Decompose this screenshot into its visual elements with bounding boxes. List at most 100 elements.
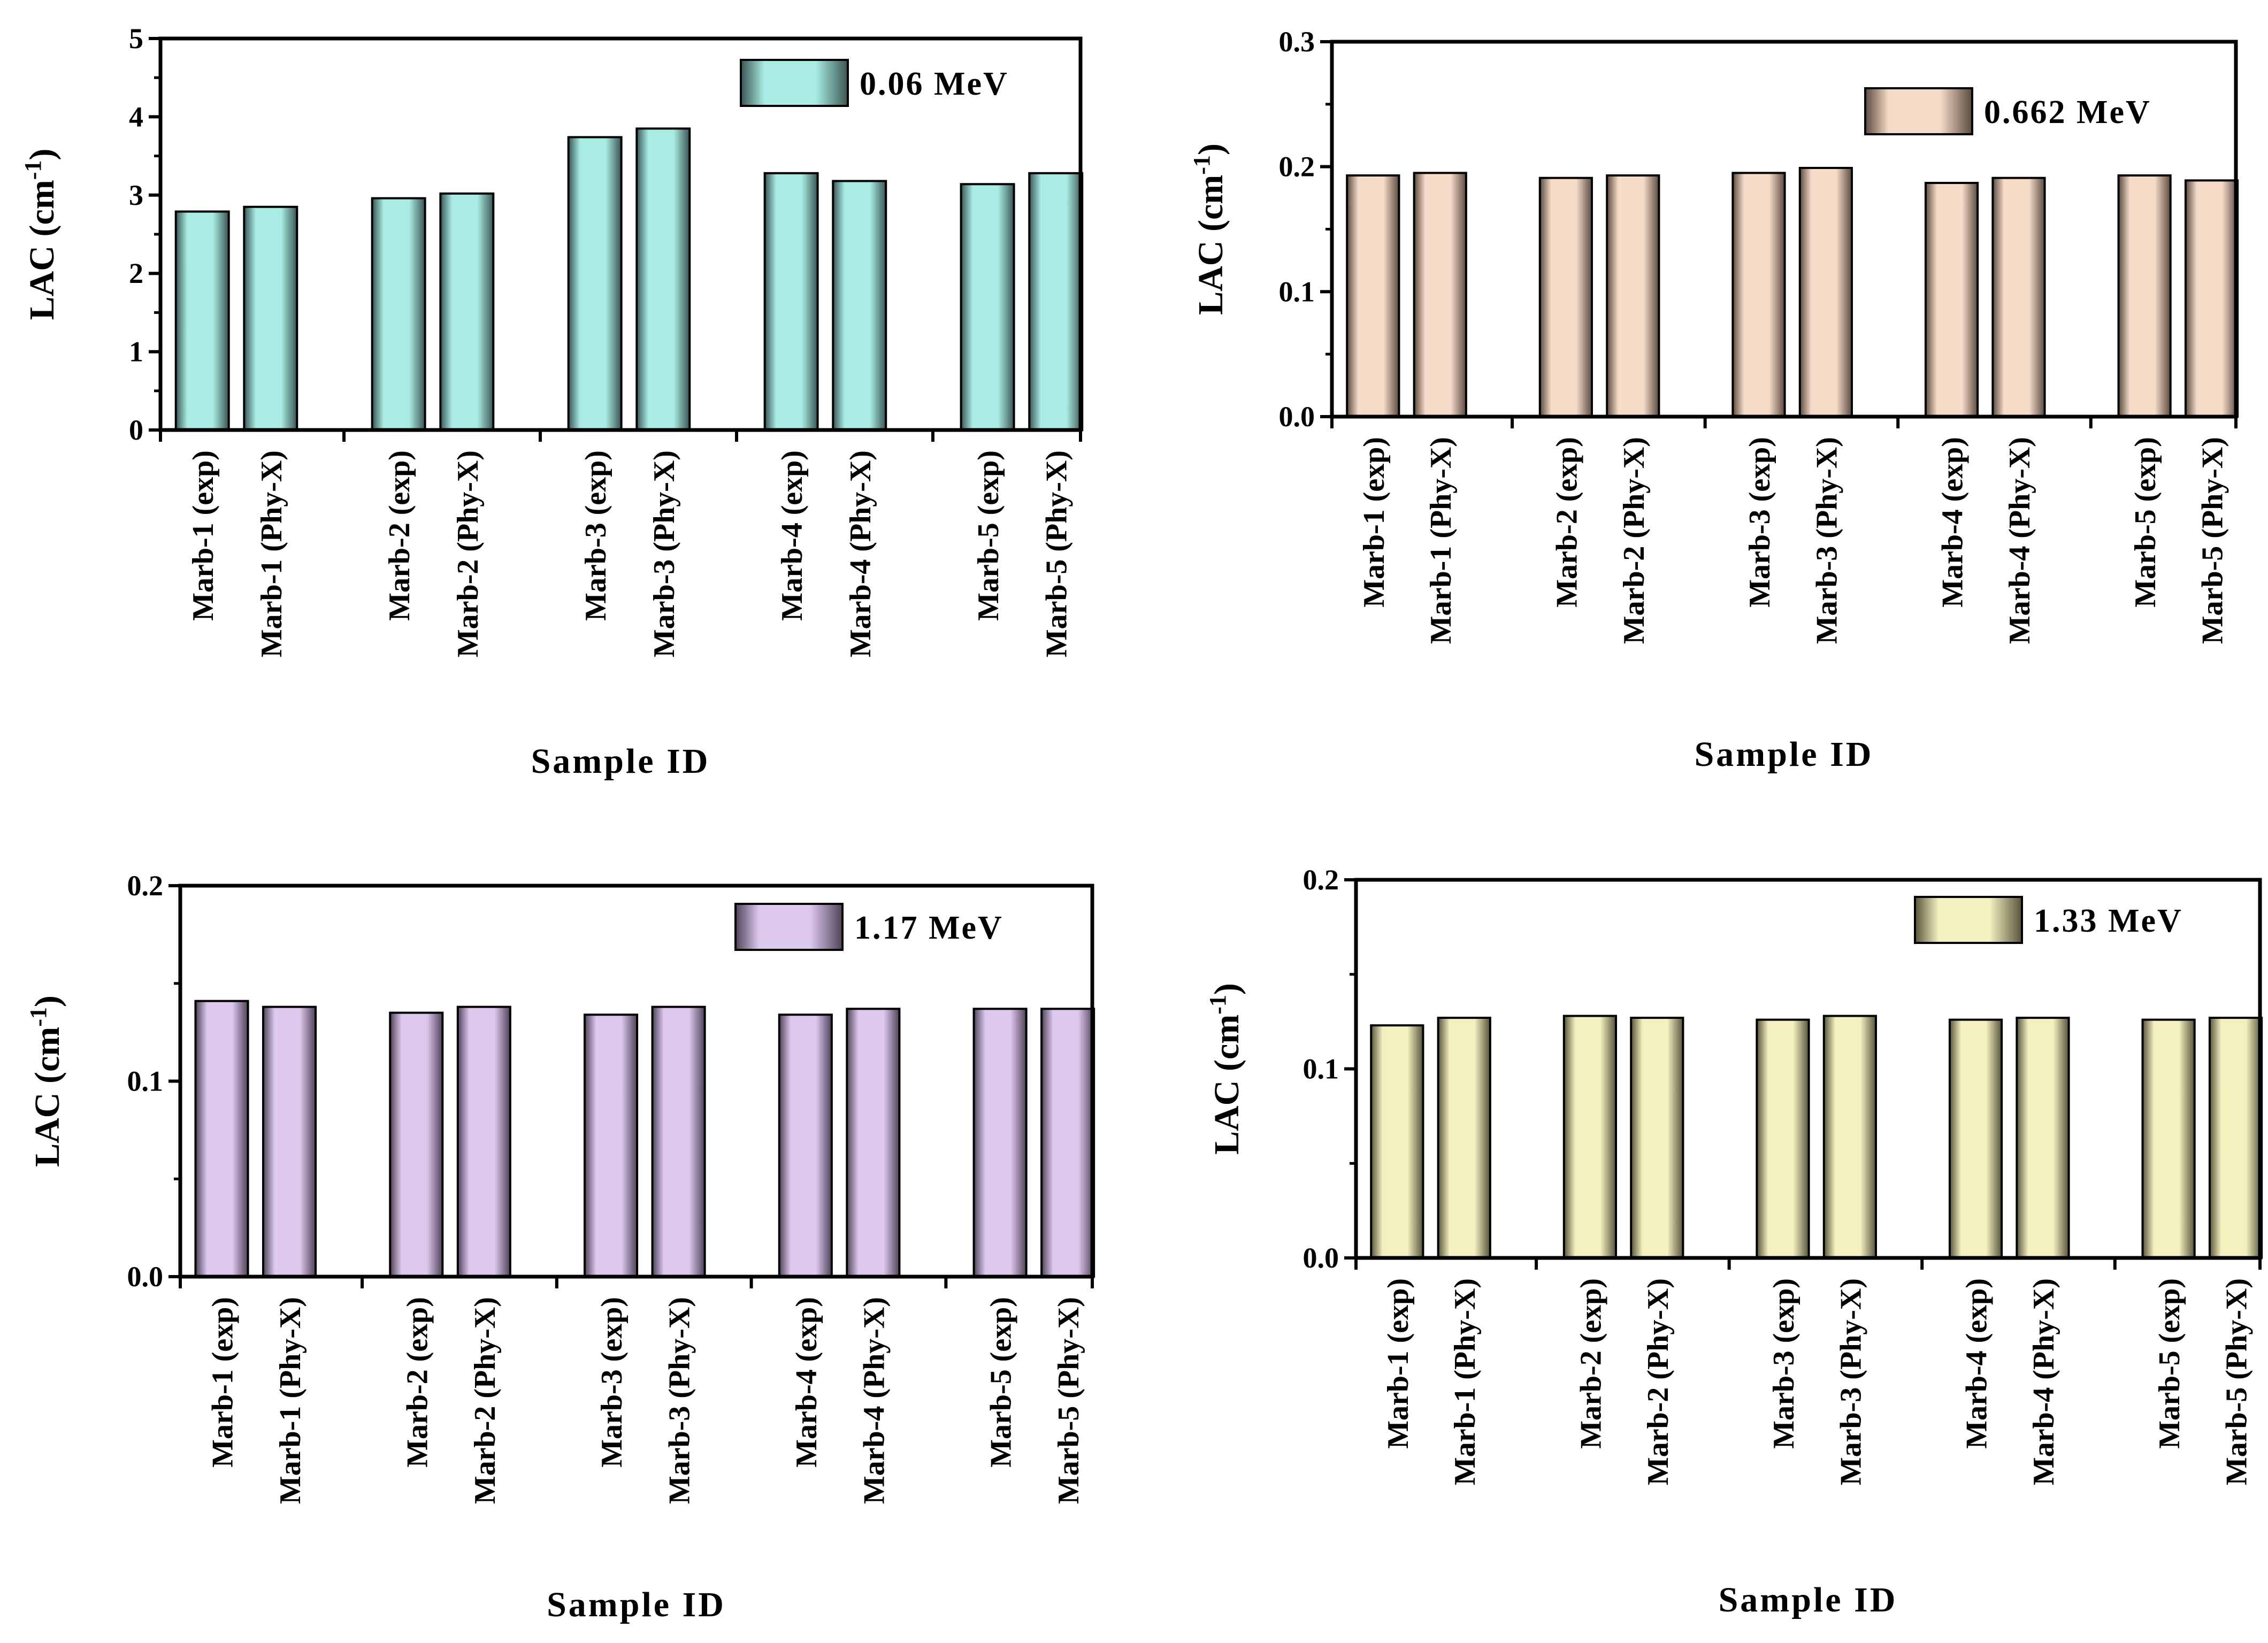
category-label: Marb-4 (Phy-X) — [857, 1297, 891, 1504]
category-label: Marb-4 (Phy-X) — [844, 450, 877, 657]
bar-4 — [1606, 174, 1660, 418]
category-label: Marb-4 (Phy-X) — [2027, 1278, 2060, 1485]
legend-label: 1.17 MeV — [854, 910, 1003, 946]
y-tick-label: 2 — [129, 257, 143, 289]
category-label: Marb-4 (exp) — [1936, 437, 1970, 608]
category-label: Marb-3 (Phy-X) — [663, 1297, 696, 1504]
bar-3 — [371, 197, 426, 431]
chart-panel-4: 0.0 0.1 0.2 Marb-1 (exp) Marb-1 (Phy-X) Marb-… — [1205, 864, 2263, 1619]
bar-1 — [194, 1000, 249, 1278]
category-label: Marb-2 (exp) — [383, 450, 416, 621]
bar-6 — [1822, 1015, 1877, 1260]
category-label: Marb-1 (Phy-X) — [274, 1297, 307, 1504]
legend-swatch — [740, 59, 849, 107]
y-axis-title: LAC (cm-1) — [20, 149, 62, 320]
category-label: Marb-1 (Phy-X) — [255, 450, 288, 657]
category-label: Marb-5 (Phy-X) — [1052, 1297, 1085, 1504]
y-tick-label: 0.1 — [1279, 275, 1315, 308]
category-label: Marb-5 (exp) — [972, 450, 1005, 621]
bar-2 — [262, 1005, 317, 1278]
bar-5 — [1756, 1018, 1810, 1259]
legend-swatch — [1864, 87, 1973, 135]
category-label: Marb-2 (exp) — [1550, 437, 1583, 608]
category-label: Marb-2 (exp) — [401, 1297, 434, 1468]
y-tick-label: 4 — [129, 101, 143, 133]
bar-10 — [2208, 1017, 2263, 1260]
bar-4 — [1630, 1017, 1684, 1260]
category-label: Marb-1 (exp) — [187, 450, 220, 621]
bar-9 — [972, 1008, 1028, 1278]
x-axis-title: Sample ID — [531, 742, 710, 781]
y-tick-label: 5 — [129, 22, 143, 55]
bar-10 — [1028, 172, 1084, 431]
bar-2 — [1437, 1017, 1491, 1260]
category-label: Marb-1 (Phy-X) — [1424, 437, 1458, 644]
category-label: Marb-3 (exp) — [1767, 1278, 1800, 1449]
bar-2 — [243, 205, 298, 431]
y-axis-title-sup: -1 — [1205, 995, 1231, 1015]
bar-7 — [763, 172, 819, 431]
y-tick-label: 0.0 — [1279, 401, 1315, 433]
y-tick-label: 3 — [129, 179, 143, 211]
category-label: Marb-1 (exp) — [206, 1297, 240, 1468]
bar-8 — [832, 180, 887, 431]
category-label: Marb-4 (exp) — [1960, 1278, 1994, 1449]
y-axis-title-main: LAC (cm — [1191, 175, 1230, 315]
y-axis-title-sup: -1 — [1189, 155, 1215, 175]
y-axis-title-close: ) — [22, 149, 62, 160]
y-tick-label: 0.2 — [127, 870, 164, 902]
category-label: Marb-5 (Phy-X) — [1040, 450, 1074, 657]
bar-9 — [2117, 174, 2172, 418]
bar-1 — [1346, 174, 1400, 418]
y-tick-label: 0.2 — [1279, 151, 1315, 183]
y-axis-title: LAC (cm-1) — [1205, 983, 1246, 1155]
y-tick-label: 0 — [129, 414, 143, 446]
category-label: Marb-1 (exp) — [1382, 1278, 1415, 1449]
category-label: Marb-3 (Phy-X) — [1834, 1278, 1867, 1485]
y-tick-label: 0.0 — [1303, 1242, 1339, 1274]
y-axis-title: LAC (cm-1) — [1189, 143, 1230, 315]
category-label: Marb-3 (exp) — [579, 450, 612, 621]
bar-10 — [1040, 1008, 1095, 1278]
chart-panel-2: 0.0 0.1 0.2 0.3 Marb-1 (exp) Marb-1 (Phy-X) Ma… — [1189, 26, 2239, 774]
category-label: Marb-3 (exp) — [595, 1297, 629, 1468]
category-label: Marb-5 (Phy-X) — [2196, 437, 2229, 644]
bar-3 — [389, 1011, 444, 1278]
bar-7 — [1948, 1018, 2003, 1259]
bar-8 — [1991, 176, 2046, 418]
category-label: Marb-4 (exp) — [790, 1297, 823, 1468]
bar-3 — [1538, 176, 1593, 418]
legend-label: 0.06 MeV — [860, 66, 1009, 102]
category-label: Marb-3 (Phy-X) — [648, 450, 681, 657]
bar-4 — [439, 192, 495, 431]
bar-9 — [960, 183, 1015, 431]
category-label: Marb-2 (Phy-X) — [469, 1297, 502, 1504]
category-label: Marb-2 (Phy-X) — [1642, 1278, 1675, 1485]
bar-6 — [651, 1005, 706, 1278]
y-tick-label: 0.3 — [1279, 26, 1315, 58]
y-axis-title-main: LAC (cm — [22, 180, 62, 320]
chart-panel-3: 0.0 0.1 0.2 Marb-1 (exp) Marb-1 (Phy-X) Marb-… — [25, 870, 1095, 1624]
bar-1 — [174, 210, 230, 431]
category-label: Marb-1 (exp) — [1358, 437, 1391, 608]
bar-5 — [584, 1014, 639, 1278]
category-label: Marb-2 (Phy-X) — [1618, 437, 1651, 644]
category-label: Marb-1 (Phy-X) — [1449, 1278, 1482, 1485]
bar-5 — [1731, 172, 1786, 418]
y-axis-title: LAC (cm-1) — [25, 995, 67, 1167]
y-axis-title-close: ) — [1207, 983, 1246, 995]
x-axis-title: Sample ID — [1695, 735, 1874, 774]
bar-8 — [2016, 1017, 2070, 1260]
category-label: Marb-3 (exp) — [1743, 437, 1776, 608]
category-label: Marb-3 (Phy-X) — [1810, 437, 1843, 644]
y-axis-title-sup: -1 — [20, 160, 46, 180]
chart-panel-1: 0 1 2 3 4 5 Marb-1 (exp) Marb-1 (Phy-X) Marb-2 (… — [20, 22, 1084, 781]
y-tick-label: 0.1 — [1303, 1053, 1339, 1085]
bar-3 — [1562, 1015, 1617, 1260]
bar-6 — [1798, 167, 1853, 418]
bar-5 — [567, 136, 623, 431]
y-axis-title-sup: -1 — [25, 1007, 51, 1027]
y-axis-title-main: LAC (cm — [28, 1027, 67, 1167]
legend-swatch — [1914, 896, 2023, 944]
